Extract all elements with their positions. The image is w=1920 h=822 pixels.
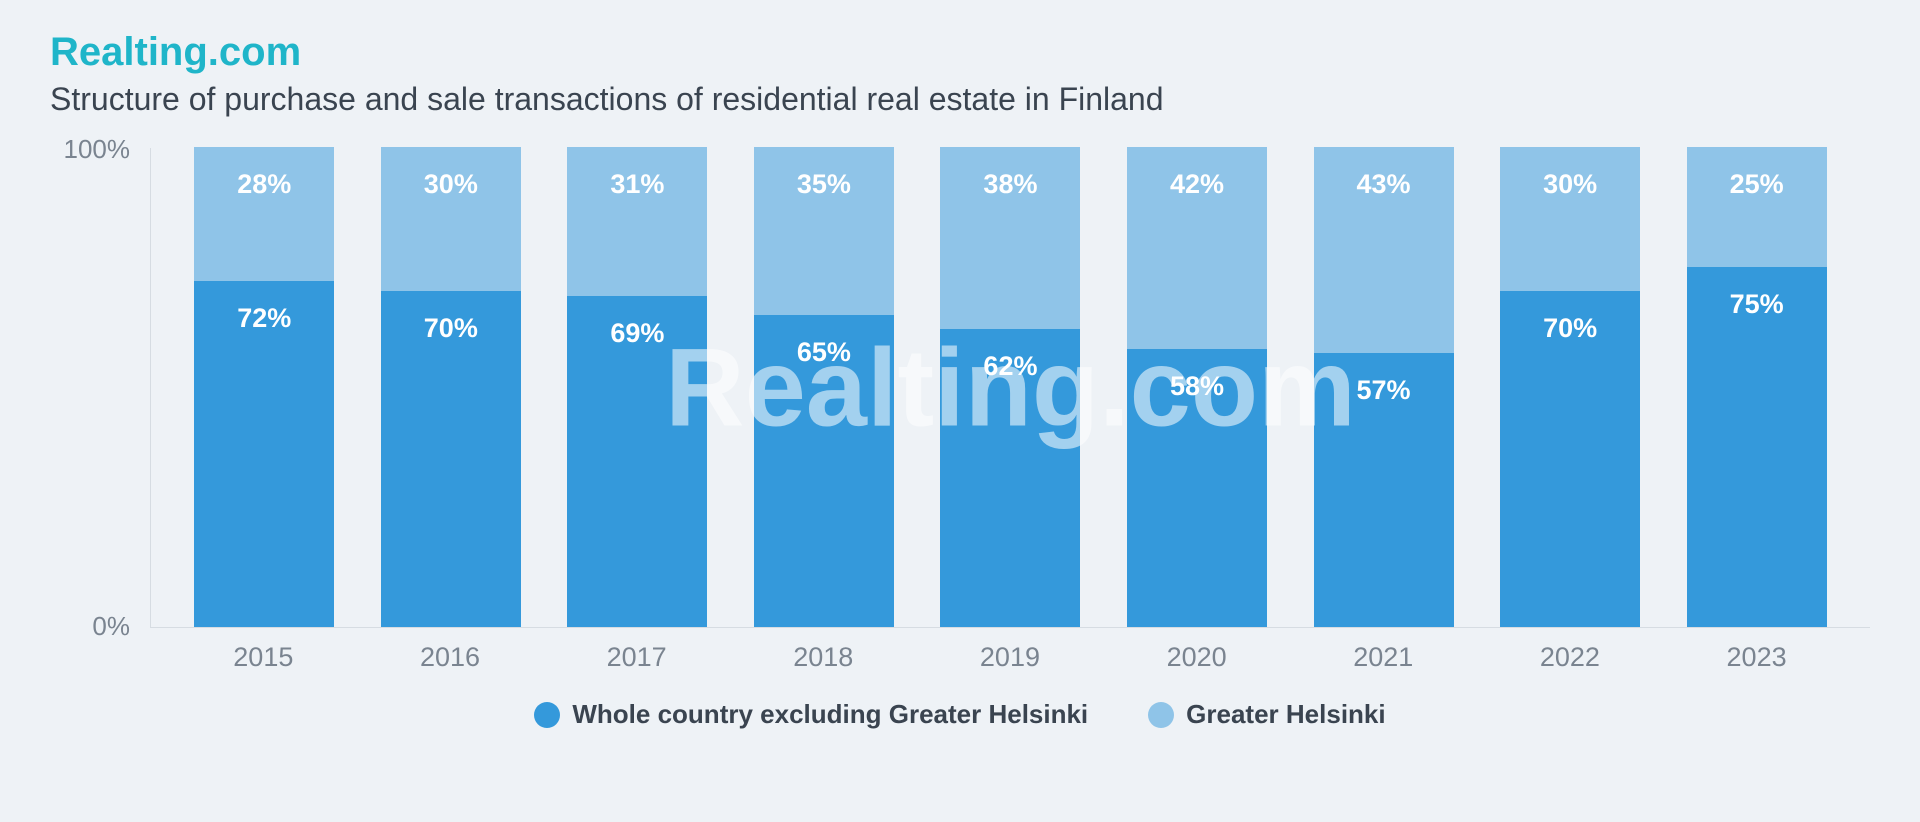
x-tick-label: 2015	[193, 642, 333, 673]
y-tick-max: 100%	[64, 134, 131, 165]
bar-segment-rest-of-country: 69%	[567, 296, 707, 627]
bar-segment-rest-of-country: 70%	[1500, 291, 1640, 627]
x-tick-label: 2022	[1500, 642, 1640, 673]
x-axis: 2015 2016 2017 2018 2019 2020 2021 2022 2023	[150, 642, 1870, 673]
bar-segment-greater-helsinki: 43%	[1314, 147, 1454, 353]
bar-column: 43%57%	[1314, 147, 1454, 627]
bar-column: 30%70%	[381, 147, 521, 627]
bar-column: 42%58%	[1127, 147, 1267, 627]
x-tick-label: 2023	[1687, 642, 1827, 673]
bar-segment-greater-helsinki: 30%	[381, 147, 521, 291]
x-tick-label: 2016	[380, 642, 520, 673]
chart-subtitle: Structure of purchase and sale transacti…	[50, 81, 1870, 118]
bar-column: 38%62%	[940, 147, 1080, 627]
legend-item: Whole country excluding Greater Helsinki	[534, 699, 1088, 730]
bar-segment-greater-helsinki: 28%	[194, 147, 334, 281]
x-tick-label: 2019	[940, 642, 1080, 673]
legend: Whole country excluding Greater Helsinki…	[50, 699, 1870, 730]
bar-column: 28%72%	[194, 147, 334, 627]
bar-segment-greater-helsinki: 35%	[754, 147, 894, 315]
bar-column: 30%70%	[1500, 147, 1640, 627]
bar-column: 31%69%	[567, 147, 707, 627]
bar-segment-greater-helsinki: 30%	[1500, 147, 1640, 291]
bar-segment-rest-of-country: 70%	[381, 291, 521, 627]
legend-label: Whole country excluding Greater Helsinki	[572, 699, 1088, 730]
bar-segment-greater-helsinki: 25%	[1687, 147, 1827, 267]
brand-title: Realting.com	[50, 30, 1870, 75]
bar-segment-rest-of-country: 75%	[1687, 267, 1827, 627]
plot-area: Realting.com 28%72%30%70%31%69%35%65%38%…	[150, 148, 1870, 628]
bar-segment-rest-of-country: 58%	[1127, 349, 1267, 627]
x-tick-label: 2021	[1313, 642, 1453, 673]
bar-column: 35%65%	[754, 147, 894, 627]
y-axis: 100% 0%	[50, 148, 150, 628]
bar-segment-greater-helsinki: 31%	[567, 147, 707, 296]
bar-segment-rest-of-country: 65%	[754, 315, 894, 627]
legend-label: Greater Helsinki	[1186, 699, 1385, 730]
x-tick-label: 2020	[1127, 642, 1267, 673]
bar-segment-greater-helsinki: 42%	[1127, 147, 1267, 349]
y-tick-min: 0%	[92, 611, 130, 642]
bar-segment-greater-helsinki: 38%	[940, 147, 1080, 329]
x-tick-label: 2018	[753, 642, 893, 673]
legend-swatch	[1148, 702, 1174, 728]
bar-column: 25%75%	[1687, 147, 1827, 627]
chart-container: 100% 0% Realting.com 28%72%30%70%31%69%3…	[50, 148, 1870, 730]
legend-item: Greater Helsinki	[1148, 699, 1385, 730]
legend-swatch	[534, 702, 560, 728]
x-tick-label: 2017	[567, 642, 707, 673]
bar-segment-rest-of-country: 62%	[940, 329, 1080, 627]
bar-segment-rest-of-country: 57%	[1314, 353, 1454, 627]
bar-segment-rest-of-country: 72%	[194, 281, 334, 627]
